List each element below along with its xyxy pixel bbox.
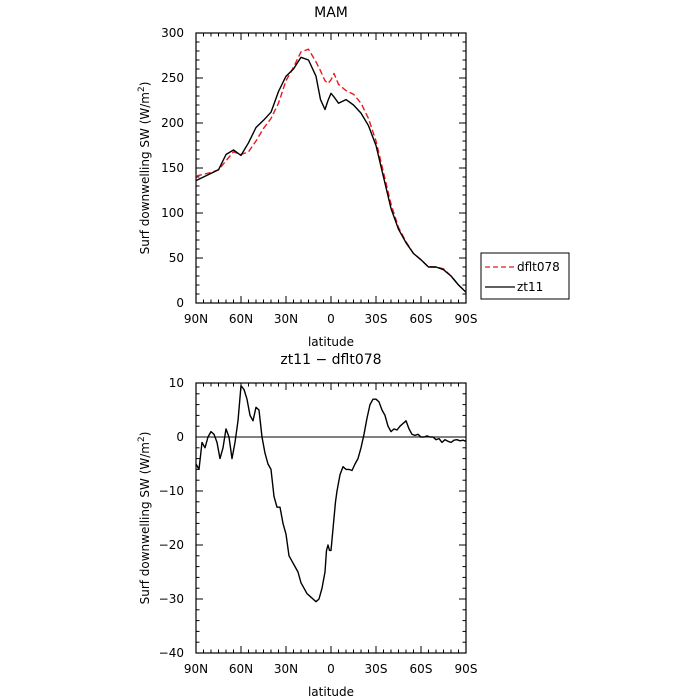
top-x-tick-labels: 90N 60N 30N 0 30S 60S 90S <box>184 312 478 326</box>
top-ticks <box>195 32 467 304</box>
x-tick-label: 90S <box>455 312 478 326</box>
x-tick-label: 60N <box>229 662 253 676</box>
y-tick-label: 50 <box>169 251 184 265</box>
x-tick-label: 90S <box>455 662 478 676</box>
y-tick-label: 10 <box>169 376 184 390</box>
y-tick-label: −30 <box>159 592 184 606</box>
bottom-chart-title: zt11 − dflt078 <box>280 352 381 368</box>
y-tick-label: 300 <box>161 26 184 40</box>
top-series-lines <box>195 48 467 293</box>
x-tick-label: 90N <box>184 662 208 676</box>
y-tick-label: 100 <box>161 206 184 220</box>
legend-box <box>480 252 570 300</box>
y-tick-label: −10 <box>159 484 184 498</box>
top-plot-frame <box>195 32 467 304</box>
series-line-dflt078 <box>195 48 467 293</box>
bottom-series-lines <box>195 385 467 603</box>
x-tick-label: 30N <box>274 662 298 676</box>
x-tick-label: 30S <box>365 312 388 326</box>
y-tick-label: −20 <box>159 538 184 552</box>
bottom-ticks <box>195 382 467 654</box>
series-line-zt11 <box>195 56 467 293</box>
x-tick-label: 60N <box>229 312 253 326</box>
top-x-axis-label: latitude <box>308 335 354 349</box>
bottom-chart: 90N 60N 30N 0 30S 60S 90S −40 −30 −20 −10 0 10 zt11… <box>137 352 477 699</box>
legend-label-dflt078: dflt078 <box>517 260 560 274</box>
top-y-axis-label: Surf downwelling SW (W/m2) <box>137 82 152 255</box>
bottom-x-axis-label: latitude <box>308 685 354 699</box>
y-tick-label: 0 <box>176 296 184 310</box>
y-tick-label: 0 <box>176 430 184 444</box>
bottom-y-axis-label: Surf downwelling SW (W/m2) <box>137 432 152 605</box>
x-tick-label: 0 <box>327 662 335 676</box>
x-tick-label: 30N <box>274 312 298 326</box>
y-tick-label: 150 <box>161 161 184 175</box>
y-tick-label: 200 <box>161 116 184 130</box>
top-y-tick-labels: 0 50 100 150 200 250 300 <box>161 26 184 310</box>
top-chart: 90N 60N 30N 0 30S 60S 90S 0 50 100 150 200 250 300 M… <box>137 5 570 349</box>
legend: dflt078 zt11 <box>480 252 570 300</box>
legend-label-zt11: zt11 <box>517 280 543 294</box>
series-line-difference <box>195 385 467 603</box>
x-tick-label: 90N <box>184 312 208 326</box>
top-chart-title: MAM <box>314 5 348 21</box>
bottom-x-tick-labels: 90N 60N 30N 0 30S 60S 90S <box>184 662 478 676</box>
bottom-plot-frame <box>195 382 467 654</box>
x-tick-label: 0 <box>327 312 335 326</box>
bottom-y-tick-labels: −40 −30 −20 −10 0 10 <box>159 376 184 660</box>
y-tick-label: −40 <box>159 646 184 660</box>
y-tick-label: 250 <box>161 71 184 85</box>
x-tick-label: 60S <box>410 662 433 676</box>
x-tick-label: 30S <box>365 662 388 676</box>
x-tick-label: 60S <box>410 312 433 326</box>
